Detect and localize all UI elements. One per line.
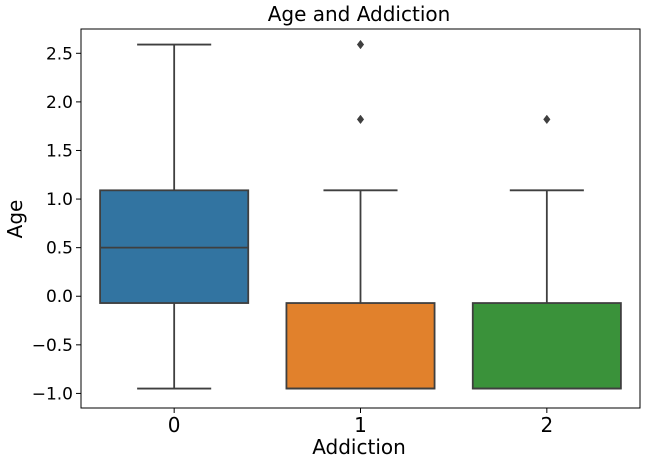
outlier-point bbox=[356, 114, 365, 125]
box-iqr bbox=[471, 302, 622, 390]
box-group-2 bbox=[471, 114, 622, 390]
y-tick-label: −0.5 bbox=[32, 336, 73, 356]
outlier-point bbox=[356, 39, 365, 50]
box-iqr bbox=[99, 189, 250, 304]
y-tick-label: 0.5 bbox=[46, 239, 73, 259]
x-tick-label: 2 bbox=[540, 413, 553, 437]
outlier-point bbox=[543, 114, 551, 125]
y-tick-label: −1.0 bbox=[32, 384, 73, 404]
x-tick-label: 0 bbox=[168, 413, 181, 437]
y-axis-ticks: −1.0 −0.5 0.0 0.5 1.0 1.5 2.0 2.5 bbox=[32, 44, 81, 404]
x-tick-label: 1 bbox=[354, 413, 367, 437]
y-tick-label: 1.0 bbox=[46, 190, 73, 210]
chart-title: Age and Addiction bbox=[268, 2, 451, 26]
y-tick-label: 2.0 bbox=[46, 93, 73, 113]
y-tick-label: 0.0 bbox=[46, 287, 73, 307]
box-group-0 bbox=[99, 43, 250, 390]
x-axis-label: Addiction bbox=[312, 435, 406, 459]
box-iqr bbox=[285, 302, 436, 390]
boxes-group bbox=[99, 39, 622, 390]
y-tick-label: 2.5 bbox=[46, 44, 73, 64]
y-tick-label: 1.5 bbox=[46, 141, 73, 161]
y-axis-label: Age bbox=[3, 200, 27, 239]
x-axis-ticks: 0 1 2 bbox=[168, 408, 553, 437]
box-group-1 bbox=[285, 39, 436, 390]
